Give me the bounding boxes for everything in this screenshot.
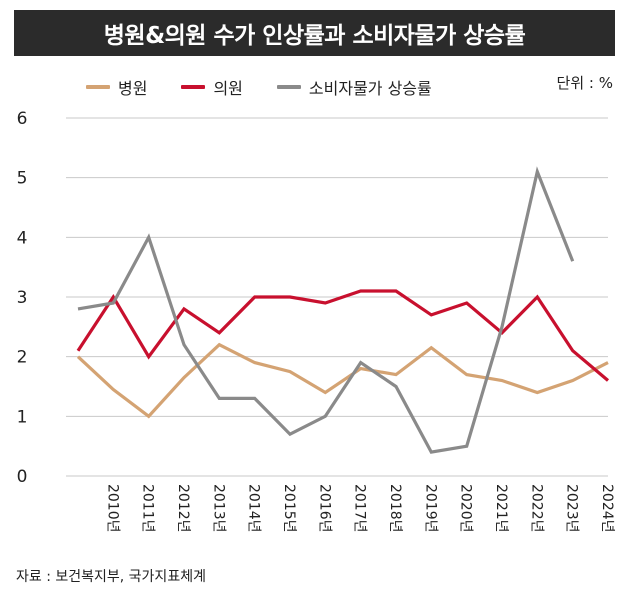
legend-label-hospital: 병원 xyxy=(118,79,148,98)
legend-item-clinic: 의원 xyxy=(181,75,243,99)
x-tick-label: 2010년 xyxy=(104,484,120,533)
x-tick-label: 2024년 xyxy=(599,484,615,533)
x-tick-label: 2017년 xyxy=(352,484,368,533)
x-tick-label: 2014년 xyxy=(246,484,262,533)
legend-swatch-hospital xyxy=(86,85,110,89)
legend-label-cpi: 소비자물가 상승률 xyxy=(308,79,432,98)
y-tick-label: 0 xyxy=(17,467,28,487)
series-line-0 xyxy=(76,342,609,419)
y-tick-label: 3 xyxy=(17,288,28,308)
x-tick-label: 2018년 xyxy=(387,484,403,533)
legend-item-hospital: 병원 xyxy=(86,75,147,99)
x-tick-label: 2023년 xyxy=(564,484,580,533)
chart-title: 병원&의원 수가 인상률과 소비자물가 상승률 xyxy=(14,10,615,56)
legend-item-cpi: 소비자물가 상승률 xyxy=(276,75,432,99)
y-tick-label: 5 xyxy=(17,169,28,189)
y-tick-label: 6 xyxy=(17,109,28,129)
series-line-1 xyxy=(76,289,610,382)
unit-label: 단위 : % xyxy=(556,74,613,92)
y-tick-label: 4 xyxy=(17,228,28,248)
series-line-2 xyxy=(77,166,575,454)
y-tick-label: 1 xyxy=(17,407,28,427)
x-tick-label: 2015년 xyxy=(281,484,297,533)
x-tick-label: 2020년 xyxy=(458,484,474,533)
x-tick-label: 2016년 xyxy=(316,484,332,533)
x-tick-label: 2011년 xyxy=(140,484,156,533)
x-tick-label: 2022년 xyxy=(528,484,544,533)
x-tick-label: 2012년 xyxy=(175,484,191,533)
legend: 병원 의원 소비자물가 상승률 xyxy=(86,76,432,98)
x-tick-label: 2021년 xyxy=(493,484,509,533)
legend-swatch-clinic xyxy=(181,85,206,89)
source-note: 자료 : 보건복지부, 국가지표체계 xyxy=(16,569,206,585)
x-tick-label: 2013년 xyxy=(210,484,226,533)
legend-label-clinic: 의원 xyxy=(213,79,243,98)
x-tick-label: 2019년 xyxy=(422,484,438,533)
legend-swatch-cpi xyxy=(276,85,301,89)
y-tick-label: 2 xyxy=(17,348,28,368)
